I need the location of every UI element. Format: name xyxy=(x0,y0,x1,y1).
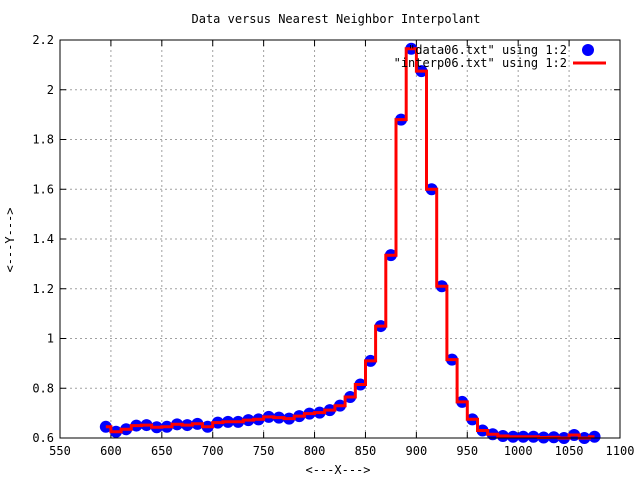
x-tick-label: 850 xyxy=(355,444,377,458)
legend-label-interp: "interp06.txt" using 1:2 xyxy=(394,56,567,70)
legend: "data06.txt" using 1:2 "interp06.txt" us… xyxy=(394,43,606,70)
x-axis-label: <---X---> xyxy=(305,463,370,477)
x-tick-label: 1000 xyxy=(504,444,533,458)
y-tick-label: 0.6 xyxy=(32,431,54,445)
y-tick-label: 1 xyxy=(47,332,54,346)
axis-ticks: 550 600 650 700 750 800 850 900 950 1000 1050 1100 0… xyxy=(32,33,634,458)
y-tick-label: 1.2 xyxy=(32,282,54,296)
y-tick-label: 1.4 xyxy=(32,232,54,246)
plot-area xyxy=(99,42,601,444)
grid xyxy=(60,40,620,438)
interpolant-step-line xyxy=(105,47,595,440)
x-tick-label: 1100 xyxy=(606,444,635,458)
y-tick-label: 2 xyxy=(47,83,54,97)
plot-frame xyxy=(59,39,621,439)
x-tick-label: 550 xyxy=(49,444,71,458)
x-tick-label: 600 xyxy=(100,444,122,458)
legend-label-data: "data06.txt" using 1:2 xyxy=(408,43,567,57)
y-tick-label: 2.2 xyxy=(32,33,54,47)
x-tick-label: 950 xyxy=(456,444,478,458)
legend-marker-data xyxy=(582,44,594,56)
y-axis-label: <---Y---> xyxy=(3,207,17,272)
y-tick-label: 1.6 xyxy=(32,182,54,196)
x-tick-label: 700 xyxy=(202,444,224,458)
x-tick-label: 750 xyxy=(253,444,275,458)
x-tick-label: 650 xyxy=(151,444,173,458)
data-point xyxy=(588,430,601,443)
y-tick-label: 1.8 xyxy=(32,133,54,147)
chart-title: Data versus Nearest Neighbor Interpolant xyxy=(192,12,481,26)
y-tick-label: 0.8 xyxy=(32,381,54,395)
x-tick-label: 900 xyxy=(406,444,428,458)
x-tick-label: 1050 xyxy=(555,444,584,458)
x-tick-label: 800 xyxy=(304,444,326,458)
